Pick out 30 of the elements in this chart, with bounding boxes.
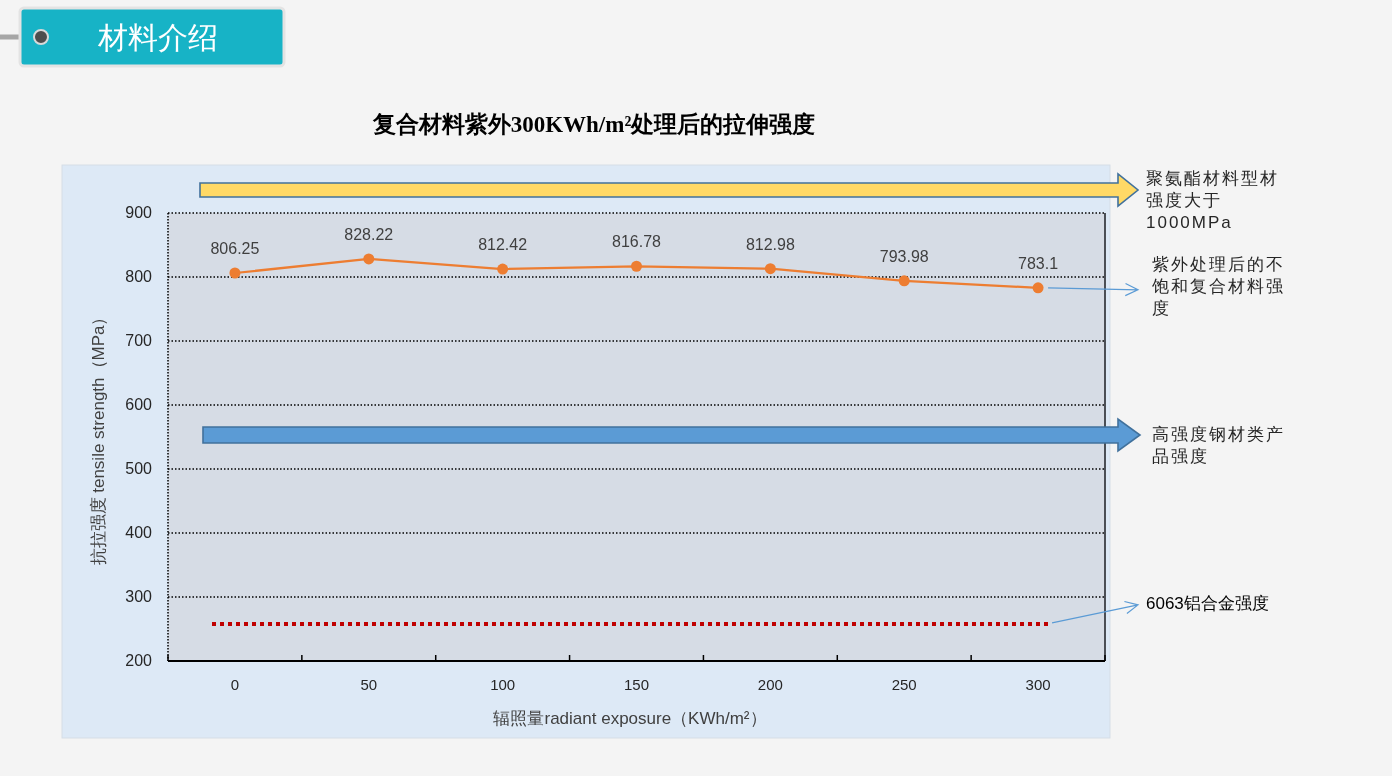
xlabel: 辐照量radiant exposure（KWh/m²） [493, 707, 767, 730]
y-tick-label: 500 [124, 459, 152, 479]
x-tick-label: 250 [891, 675, 917, 693]
y-tick-label: 700 [124, 331, 152, 351]
title: 复合材料紫外300KWh/m²处理后的拉伸强度 [372, 110, 816, 139]
y-tick-label: 400 [124, 523, 152, 543]
series-name: 紫外处理后的不饱和复合材料强度 [1152, 253, 1286, 320]
y-tick-label: 800 [124, 267, 152, 287]
data-label: 812.42 [478, 236, 528, 255]
heading: 材料介绍 [98, 19, 218, 56]
x-tick-label: 200 [757, 675, 783, 693]
y-tick-label: 300 [124, 587, 152, 607]
y-tick-label: 600 [124, 395, 152, 415]
x-tick-label: 100 [490, 675, 516, 693]
y-tick-label: 200 [124, 651, 152, 671]
data-label: 828.22 [344, 225, 394, 244]
data-label: 812.98 [745, 235, 795, 254]
x-tick-label: 0 [230, 675, 240, 693]
ref-line-label: 6063铝合金强度 [1146, 592, 1269, 615]
x-tick-label: 50 [360, 675, 378, 693]
data-label: 816.78 [612, 233, 661, 252]
annotation: 高强度钢材类产品强度 [1152, 424, 1286, 468]
data-label: 783.1 [1018, 254, 1059, 273]
data-label: 806.25 [210, 240, 260, 258]
ylabel: 抗拉强度 tensile strength（MPa） [87, 308, 109, 566]
x-tick-label: 150 [624, 675, 649, 693]
x-tick-label: 300 [1025, 675, 1051, 693]
data-label: 793.98 [879, 247, 929, 266]
annotation: 聚氨酯材料型材强度大于1000MPa [1146, 168, 1280, 234]
y-tick-label: 900 [124, 203, 152, 223]
